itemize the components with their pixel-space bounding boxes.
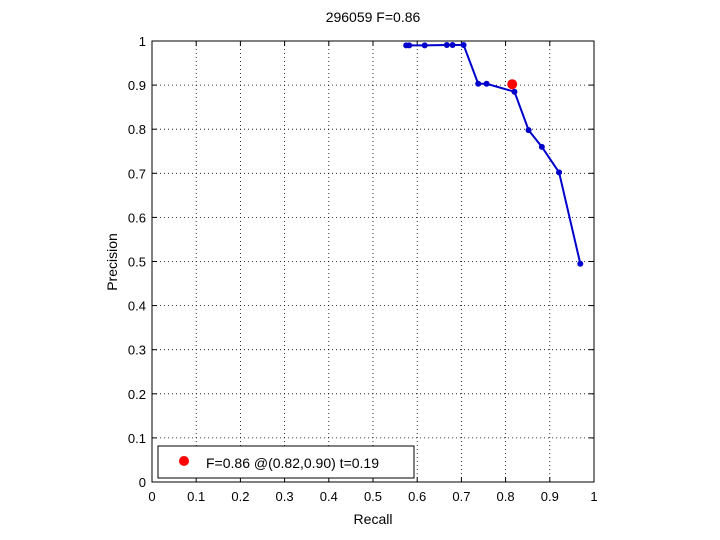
x-tick-label: 0.1 (187, 489, 205, 504)
y-tick-label: 0.4 (128, 299, 146, 314)
best-f-point (507, 79, 518, 90)
y-tick-label: 1 (139, 34, 146, 49)
chart-title: 296059 F=0.86 (326, 9, 421, 25)
legend-box (157, 445, 415, 479)
x-tick-label: 0 (148, 489, 155, 504)
pr-curve-point (449, 41, 456, 48)
x-tick-label: 1 (590, 489, 597, 504)
grid (152, 41, 594, 482)
x-tick-label: 0.4 (320, 489, 338, 504)
y-tick-label: 0.8 (128, 122, 146, 137)
series-layer (403, 41, 584, 267)
y-tick-label: 0.3 (128, 343, 146, 358)
pr-curve-line (406, 43, 582, 264)
x-tick-label: 0.5 (364, 489, 382, 504)
legend: F=0.86 @(0.82,0.90) t=0.19 (157, 445, 415, 479)
pr-curve-point (538, 143, 545, 150)
axis-ticks (151, 40, 595, 483)
x-tick-label: 0.2 (231, 489, 249, 504)
x-tick-label: 0.9 (541, 489, 559, 504)
y-tick-label: 0 (139, 475, 146, 490)
y-axis-label: Precision (104, 233, 120, 291)
x-tick-label: 0.7 (452, 489, 470, 504)
y-tick-label: 0.1 (128, 431, 146, 446)
y-tick-label: 0.9 (128, 78, 146, 93)
pr-curve-point (511, 88, 518, 95)
pr-curve-point (525, 127, 532, 134)
y-tick-label: 0.2 (128, 387, 146, 402)
pr-curve-point (483, 80, 490, 87)
x-axis-label: Recall (354, 511, 393, 527)
x-tick-label: 0.3 (276, 489, 294, 504)
y-tick-labels: 0 0.1 0.2 0.3 0.4 0.5 0.6 0.7 0.8 0.9 1 (128, 34, 146, 490)
legend-label: F=0.86 @(0.82,0.90) t=0.19 (206, 455, 379, 471)
pr-curve-point (406, 42, 413, 49)
pr-curve-point (475, 80, 482, 87)
y-tick-label: 0.5 (128, 255, 146, 270)
pr-curve-point (443, 41, 450, 48)
pr-curve-point (460, 41, 467, 48)
pr-curve-point (577, 260, 584, 267)
pr-curve-point (556, 169, 563, 176)
pr-curve-point (421, 42, 428, 49)
legend-marker (179, 456, 189, 466)
x-tick-labels: 0 0.1 0.2 0.3 0.4 0.5 0.6 0.7 0.8 0.9 1 (148, 489, 597, 504)
y-tick-label: 0.6 (128, 210, 146, 225)
x-tick-label: 0.6 (408, 489, 426, 504)
x-tick-label: 0.8 (497, 489, 515, 504)
y-tick-label: 0.7 (128, 166, 146, 181)
